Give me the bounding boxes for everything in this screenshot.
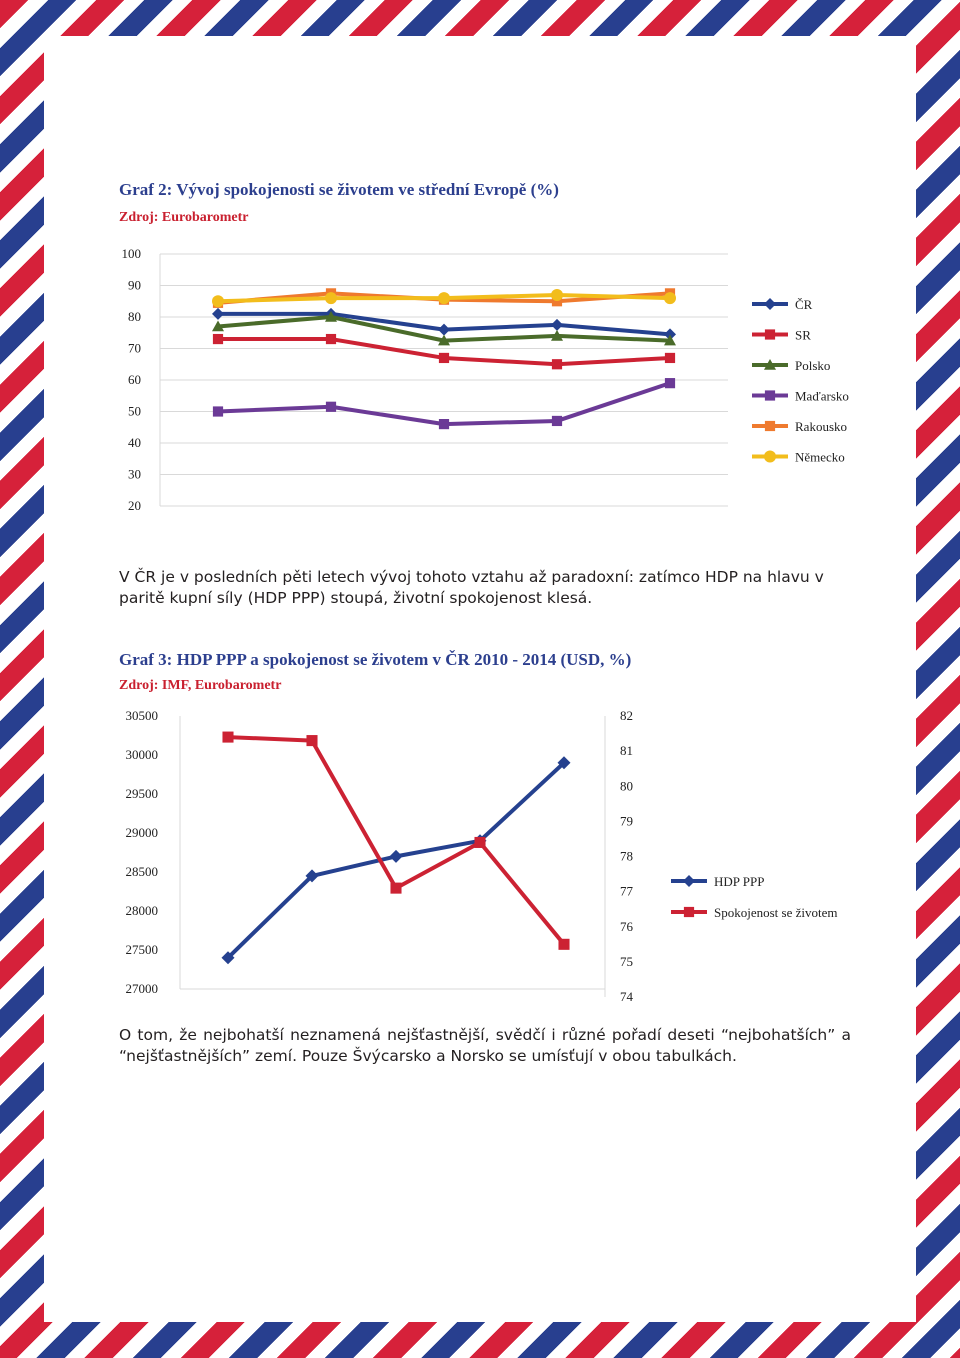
y-left-tick-label: 27500 <box>126 942 159 957</box>
y-right-tick-label: 75 <box>620 954 633 969</box>
legend-marker <box>683 906 695 918</box>
y-left-tick-label: 29000 <box>126 825 159 840</box>
y-right-tick-label: 79 <box>620 813 633 828</box>
data-point <box>474 836 486 848</box>
data-point <box>557 756 571 770</box>
data-point <box>221 951 235 965</box>
y-tick-label: 100 <box>122 246 142 261</box>
data-point <box>325 333 337 345</box>
y-right-tick-label: 77 <box>620 884 634 899</box>
y-left-tick-label: 29500 <box>126 786 159 801</box>
data-point <box>551 296 563 307</box>
y-left-tick-label: 28000 <box>126 903 159 918</box>
y-left-tick-label: 27000 <box>126 981 159 996</box>
legend-label: SR <box>795 328 811 343</box>
legend-label: ČR <box>795 297 813 312</box>
data-point <box>551 415 563 427</box>
data-point <box>664 378 676 389</box>
data-point <box>438 334 450 346</box>
legend-marker <box>764 450 776 463</box>
data-point <box>325 292 337 305</box>
data-point <box>305 869 319 883</box>
data-point <box>306 735 318 747</box>
y-tick-label: 40 <box>128 435 141 450</box>
legend-label: Rakousko <box>795 419 847 434</box>
y-tick-label: 70 <box>128 341 141 356</box>
data-point <box>325 401 337 412</box>
legend-marker <box>764 359 776 370</box>
legend-label: HDP PPP <box>714 874 764 889</box>
chart3-title: Graf 3: HDP PPP a spokojenost se životem… <box>119 650 632 669</box>
legend-marker <box>764 390 776 401</box>
data-point <box>438 352 450 364</box>
data-point <box>325 311 337 322</box>
y-right-tick-label: 81 <box>620 743 633 758</box>
data-point <box>664 328 676 341</box>
legend-marker <box>764 420 776 432</box>
data-point <box>664 352 676 364</box>
legend-marker <box>683 875 695 887</box>
y-left-tick-label: 28500 <box>126 864 159 879</box>
y-right-tick-label: 82 <box>620 708 633 723</box>
data-point <box>222 731 234 743</box>
paragraph-1: V ČR je v posledních pěti letech vývoj t… <box>119 568 824 607</box>
data-point <box>558 938 570 950</box>
legend-label: Maďarsko <box>795 389 849 404</box>
y-tick-label: 30 <box>128 467 141 482</box>
legend-marker <box>764 329 776 340</box>
y-tick-label: 20 <box>128 498 141 513</box>
data-point <box>438 292 450 305</box>
legend-marker <box>764 298 776 310</box>
data-point <box>551 329 563 341</box>
y-tick-label: 60 <box>128 372 141 387</box>
data-point <box>438 419 450 430</box>
chart3-source: Zdroj: IMF, Eurobarometr <box>119 678 282 693</box>
chart2-title: Graf 2: Vývoj spokojenosti se životem ve… <box>119 180 559 199</box>
y-left-tick-label: 30000 <box>126 747 159 762</box>
legend-label: Spokojenost se životem <box>714 905 838 920</box>
chart2-source: Zdroj: Eurobarometr <box>119 210 249 225</box>
data-point <box>551 288 563 301</box>
legend-label: Polsko <box>795 358 830 373</box>
legend-label: Německo <box>795 450 845 465</box>
series-line <box>227 735 566 946</box>
y-right-tick-label: 76 <box>620 919 634 934</box>
y-left-tick-label: 30500 <box>126 708 159 723</box>
data-point <box>438 323 450 336</box>
data-point <box>212 320 224 332</box>
data-point <box>664 292 676 305</box>
page-content <box>44 36 916 1322</box>
paragraph-2: O tom, že nejbohatší neznamená nejšťastn… <box>119 1026 851 1065</box>
data-point <box>212 406 224 417</box>
y-right-tick-label: 74 <box>620 989 634 1004</box>
data-point <box>212 333 224 345</box>
data-point <box>664 334 676 346</box>
data-point <box>390 882 402 894</box>
y-tick-label: 90 <box>128 278 141 293</box>
data-point <box>212 307 224 320</box>
data-point <box>389 849 403 863</box>
data-point <box>551 359 563 370</box>
y-tick-label: 50 <box>128 404 141 419</box>
y-right-tick-label: 80 <box>620 778 633 793</box>
y-right-tick-label: 78 <box>620 849 633 864</box>
data-point <box>551 318 563 331</box>
y-tick-label: 80 <box>128 309 141 324</box>
data-point <box>212 295 224 308</box>
